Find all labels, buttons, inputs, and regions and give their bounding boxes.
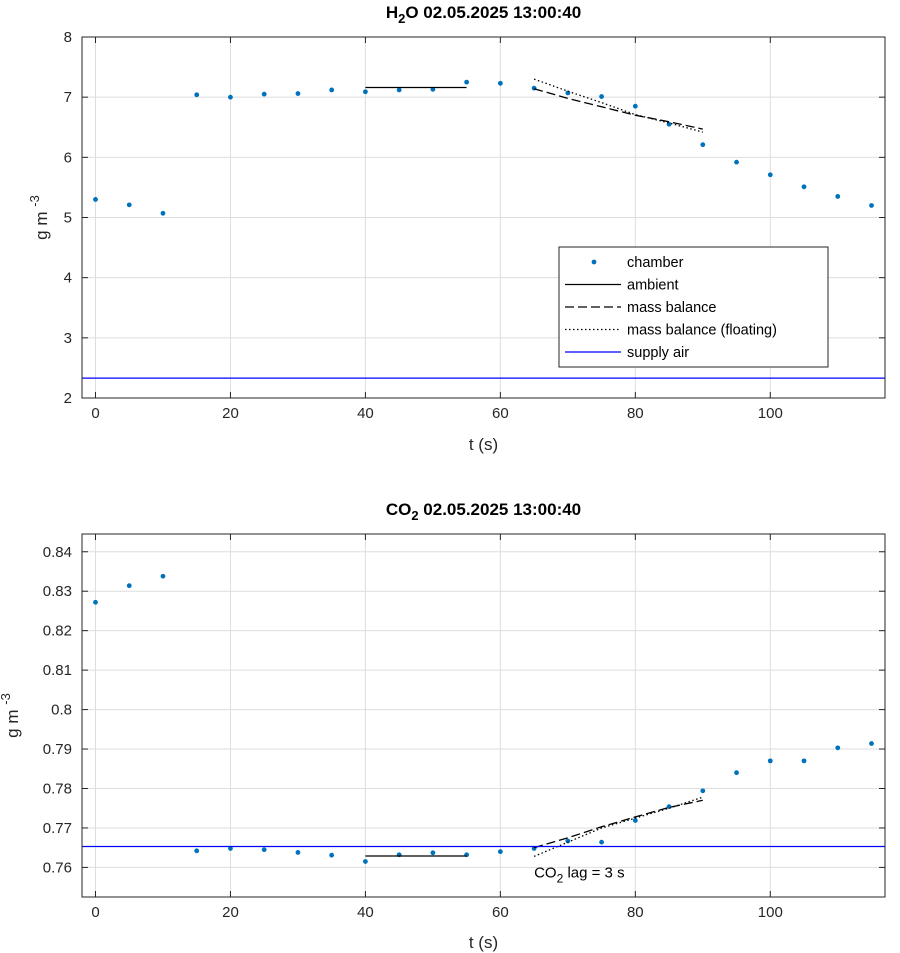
y-tick-label: 0.77 bbox=[43, 820, 72, 837]
chart-panel-1: 0 20 40 60 80 100 2 3 4 5 6 7 8 H2O 02.05.2025 13:00:… bbox=[27, 3, 886, 454]
chamber-point bbox=[329, 87, 335, 93]
chamber-point bbox=[363, 89, 368, 95]
chamber-point bbox=[329, 852, 335, 858]
chamber-point bbox=[396, 87, 402, 93]
x-tick-label: 40 bbox=[357, 405, 374, 422]
mass-balance-floating-line bbox=[533, 796, 704, 857]
chamber-point bbox=[734, 159, 739, 165]
chamber-point bbox=[835, 745, 841, 751]
chamber-point bbox=[801, 184, 807, 190]
y-tick-label: 6 bbox=[64, 149, 72, 166]
y-tick-label: 7 bbox=[64, 89, 72, 106]
legend-label-chamber: chamber bbox=[627, 255, 684, 271]
y-tick-label: 2 bbox=[64, 390, 72, 407]
chamber-point bbox=[430, 850, 436, 856]
chamber-point bbox=[93, 197, 98, 202]
chamber-point bbox=[599, 94, 604, 99]
chamber-point bbox=[126, 202, 132, 208]
chart-title: CO2 02.05.2025 13:00:40 bbox=[386, 500, 581, 523]
chamber-point bbox=[194, 848, 200, 854]
chamber-point bbox=[734, 770, 739, 776]
chamber-point bbox=[295, 91, 301, 96]
x-tick-label: 60 bbox=[492, 405, 509, 422]
chamber-point bbox=[599, 839, 604, 845]
chart-panel-2: 0 20 40 60 80 100 0.76 0.77 0.78 0.79 0.8 0.81 0.82 0… bbox=[0, 500, 886, 952]
y-tick-label: 8 bbox=[64, 29, 72, 46]
legend-label-mass-balance-floating: mass balance (floating) bbox=[627, 323, 777, 339]
chamber-point bbox=[869, 203, 874, 208]
chamber-point bbox=[497, 80, 503, 86]
chamber-point bbox=[295, 850, 301, 855]
x-tick-label: 80 bbox=[627, 904, 644, 921]
chamber-point bbox=[700, 142, 706, 148]
chamber-point bbox=[464, 79, 470, 85]
lag-annotation: CO2 lag = 3 s bbox=[534, 864, 624, 885]
legend-box bbox=[558, 246, 829, 368]
y-tick-label: 0.78 bbox=[43, 780, 72, 797]
x-tick-label: 0 bbox=[91, 405, 99, 422]
y-tick-label: 0.79 bbox=[43, 741, 72, 758]
chamber-point bbox=[497, 849, 503, 855]
y-tick-label: 0.82 bbox=[43, 623, 72, 640]
chamber-point bbox=[160, 210, 166, 216]
chamber-point bbox=[261, 847, 267, 853]
legend: chamber ambient mass balance mass balance (… bbox=[558, 246, 829, 368]
chart-title: H2O 02.05.2025 13:00:40 bbox=[386, 3, 581, 26]
x-tick-label: 80 bbox=[627, 405, 644, 422]
x-tick-label: 40 bbox=[357, 904, 374, 921]
chamber-point bbox=[126, 583, 132, 589]
chamber-point bbox=[801, 758, 807, 764]
chamber-point bbox=[869, 741, 874, 746]
legend-label-supply-air: supply air bbox=[627, 345, 689, 361]
chamber-point bbox=[363, 859, 368, 864]
chamber-point bbox=[160, 573, 166, 579]
chamber-point bbox=[194, 92, 200, 98]
chamber-point bbox=[632, 818, 638, 823]
chamber-point bbox=[565, 838, 571, 844]
x-tick-label: 100 bbox=[758, 904, 783, 921]
mass-balance-line bbox=[533, 88, 703, 130]
y-tick-label: 0.83 bbox=[43, 583, 72, 600]
chamber-point bbox=[835, 194, 841, 199]
y-axis-label: g m -3 bbox=[0, 693, 22, 738]
y-axis-label: g m -3 bbox=[27, 195, 51, 240]
chamber-point bbox=[700, 788, 706, 794]
legend-swatch-chamber bbox=[591, 259, 597, 265]
chamber-point bbox=[632, 103, 638, 109]
legend-label-mass-balance: mass balance bbox=[627, 300, 716, 316]
y-tick-label: 0.81 bbox=[43, 662, 72, 679]
mass-balance-line bbox=[533, 799, 703, 849]
chamber-point bbox=[228, 94, 233, 100]
chamber-point bbox=[261, 91, 267, 97]
y-tick-label: 4 bbox=[64, 270, 72, 287]
x-tick-label: 60 bbox=[492, 904, 509, 921]
x-axis-label: t (s) bbox=[469, 435, 498, 454]
x-tick-label: 20 bbox=[222, 405, 239, 422]
chamber-point bbox=[767, 172, 773, 178]
x-axis-label: t (s) bbox=[469, 933, 498, 952]
chamber-point bbox=[767, 758, 773, 764]
chamber-point bbox=[93, 599, 98, 605]
legend-label-ambient: ambient bbox=[627, 278, 679, 294]
y-tick-label: 3 bbox=[64, 330, 72, 347]
mass-balance-floating-line bbox=[533, 78, 703, 133]
y-tick-label: 0.8 bbox=[51, 702, 72, 719]
y-tick-label: 0.84 bbox=[43, 544, 72, 561]
chamber-point bbox=[228, 846, 233, 851]
x-tick-label: 0 bbox=[91, 904, 99, 921]
y-tick-label: 5 bbox=[64, 210, 72, 227]
axes-box bbox=[81, 533, 886, 898]
x-tick-label: 100 bbox=[758, 405, 783, 422]
y-tick-label: 0.76 bbox=[43, 859, 72, 876]
x-tick-label: 20 bbox=[222, 904, 239, 921]
